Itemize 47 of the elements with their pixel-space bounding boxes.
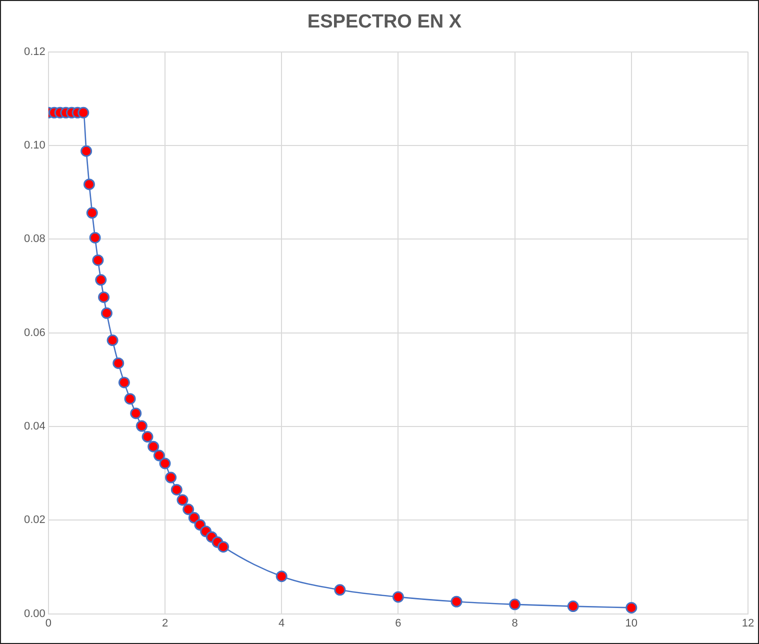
point [112,357,124,369]
y-tick-label: 0.04 [24,420,46,432]
point [182,504,194,516]
point [142,431,154,443]
point [118,376,130,388]
point [176,494,188,506]
point [218,541,230,553]
point [153,450,165,462]
point [509,598,521,610]
point [98,291,110,303]
x-tick-label: 0 [45,617,52,630]
point [159,458,171,470]
point [86,207,98,219]
point [392,591,404,603]
x-tick-label: 8 [512,617,518,630]
point [165,472,177,484]
point [78,106,90,118]
point [100,307,112,319]
y-tick-label: 0.08 [24,233,46,246]
y-tick-label: 0.02 [24,514,46,526]
x-tick-label: 4 [278,617,285,630]
point [80,145,92,157]
point [130,408,142,420]
point [148,440,160,452]
point [124,393,136,405]
point [92,254,104,266]
x-tick-label: 10 [625,617,638,630]
point [188,512,200,524]
point [334,584,346,596]
point [95,274,107,286]
point [89,232,101,244]
y-tick-label: 0.10 [24,140,46,152]
point [567,600,579,612]
x-tick-label: 2 [162,617,168,630]
point [450,596,462,608]
point [626,602,638,614]
point [106,334,118,346]
y-tick-label: 0.06 [24,326,46,339]
point [83,178,95,190]
x-tick-label: 12 [742,617,754,630]
x-tick-label: 6 [395,617,402,630]
chart-title: ESPECTRO EN X [307,12,462,33]
y-tick-label: 0.12 [24,46,46,58]
point [170,484,182,496]
point [276,570,288,582]
point [136,420,148,432]
y-tick-label: 0.00 [24,608,46,620]
